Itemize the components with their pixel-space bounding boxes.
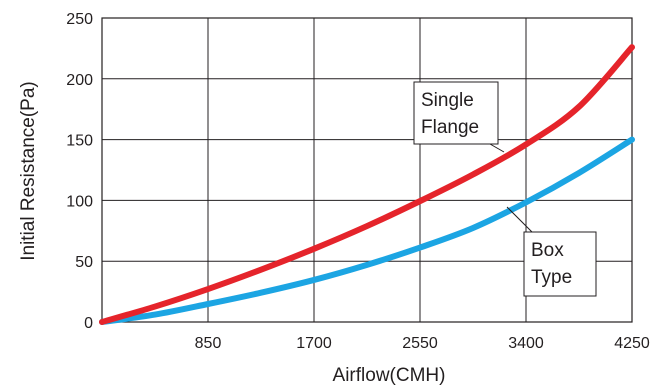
annotation-text: Flange <box>421 117 479 138</box>
plot-border <box>101 17 633 323</box>
annotation-box <box>523 231 597 297</box>
y-tick-label: 200 <box>66 72 93 89</box>
x-axis-ticks: 850 1700 2550 3400 4250 <box>195 335 650 352</box>
y-tick-label: 0 <box>84 315 93 332</box>
x-tick-label: 1700 <box>296 335 332 352</box>
single-flange-line <box>99 44 635 325</box>
y-axis-title: Initial Resistance(Pa) <box>18 81 39 261</box>
annotation-leader <box>489 143 505 153</box>
box-type-line <box>99 136 635 325</box>
y-tick-label: 150 <box>66 133 93 150</box>
annotation-box <box>413 81 499 145</box>
x-tick-label: 3400 <box>508 335 544 352</box>
y-axis-ticks: 0 50 100 150 200 250 <box>66 11 93 332</box>
annotations: Single Flange Box Type <box>413 81 597 297</box>
x-tick-label: 4250 <box>614 335 650 352</box>
annotation-text: Box <box>531 240 564 261</box>
y-tick-label: 250 <box>66 11 93 28</box>
y-tick-label: 50 <box>75 254 93 271</box>
x-tick-label: 850 <box>195 335 222 352</box>
x-axis-title: Airflow(CMH) <box>333 365 446 386</box>
annotation-text: Type <box>531 267 572 288</box>
series-lines <box>99 44 635 325</box>
single-flange-annotation: Single Flange <box>413 81 505 153</box>
annotation-text: Single <box>421 90 474 111</box>
y-tick-label: 100 <box>66 193 93 210</box>
plot-frame <box>101 17 633 323</box>
x-tick-label: 2550 <box>402 335 438 352</box>
box-type-annotation: Box Type <box>506 206 597 297</box>
annotation-leader <box>506 206 533 233</box>
